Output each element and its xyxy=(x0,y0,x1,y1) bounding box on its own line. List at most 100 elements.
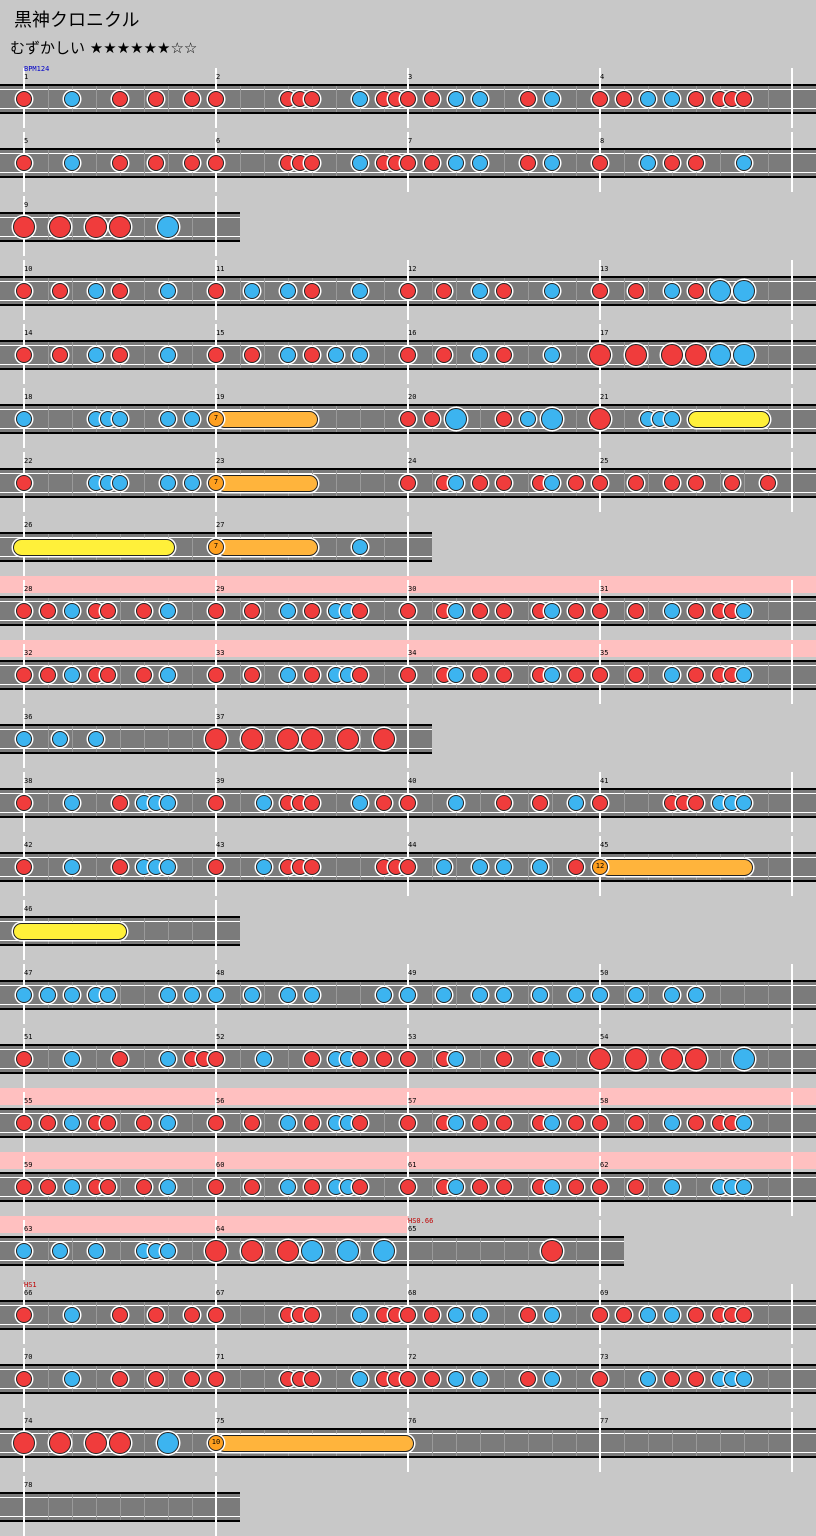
beat-line xyxy=(72,470,73,496)
beat-line xyxy=(336,406,337,432)
ka-note xyxy=(352,347,368,363)
beat-line xyxy=(576,1046,577,1072)
bar-line xyxy=(791,1348,793,1408)
beat-line xyxy=(624,1110,625,1136)
beat-line xyxy=(384,598,385,624)
beat-line xyxy=(48,1430,49,1456)
measure-number: 47 xyxy=(24,969,33,977)
beat-line xyxy=(144,1046,145,1072)
ka-note xyxy=(64,155,80,171)
measure-number: 50 xyxy=(600,969,609,977)
ka-note xyxy=(496,987,512,1003)
ka-note xyxy=(544,283,560,299)
bpm-marker: BPM124 xyxy=(24,65,50,73)
beat-line xyxy=(336,534,337,560)
ka-note xyxy=(448,1307,464,1323)
don-note xyxy=(400,411,416,427)
beat-line xyxy=(240,662,241,688)
beat-line xyxy=(648,598,649,624)
don-note xyxy=(400,603,416,619)
don-note xyxy=(112,1307,128,1323)
don-note xyxy=(688,1371,704,1387)
beat-line xyxy=(720,470,721,496)
beat-line xyxy=(768,1110,769,1136)
ka-note xyxy=(472,91,488,107)
chart-row: 74 75 76 77 10 xyxy=(0,1408,816,1472)
measure-number: 53 xyxy=(408,1033,417,1041)
ka-note xyxy=(160,987,176,1003)
don-note xyxy=(568,603,584,619)
measure-number: 75 xyxy=(216,1417,225,1425)
don-note xyxy=(400,667,416,683)
ka-note xyxy=(472,1371,488,1387)
beat-line xyxy=(432,854,433,880)
ka-note xyxy=(448,1371,464,1387)
don-note xyxy=(688,155,704,171)
beat-line xyxy=(432,1110,433,1136)
beat-line xyxy=(720,982,721,1008)
beat-line xyxy=(144,1302,145,1328)
beat-line xyxy=(72,342,73,368)
measure-number: 23 xyxy=(216,457,225,465)
don-note xyxy=(304,667,320,683)
measure-number: 31 xyxy=(600,585,609,593)
beat-line xyxy=(144,1366,145,1392)
don-note xyxy=(208,91,224,107)
ka-note xyxy=(160,795,176,811)
beat-line xyxy=(624,982,625,1008)
ka-note xyxy=(280,1115,296,1131)
ka-note xyxy=(352,91,368,107)
measure-number: 25 xyxy=(600,457,609,465)
bar-line xyxy=(215,900,217,960)
don-note xyxy=(496,795,512,811)
don-note-big xyxy=(301,728,323,750)
don-note xyxy=(352,603,368,619)
don-note xyxy=(592,155,608,171)
ka-note xyxy=(16,1243,32,1259)
ka-note xyxy=(208,987,224,1003)
beat-line xyxy=(624,598,625,624)
beat-line xyxy=(576,150,577,176)
ka-note xyxy=(16,731,32,747)
measure-number: 60 xyxy=(216,1161,225,1169)
beat-line xyxy=(72,406,73,432)
measure-number: 76 xyxy=(408,1417,417,1425)
beat-line xyxy=(120,1494,121,1520)
ka-note xyxy=(664,1179,680,1195)
don-note xyxy=(184,1307,200,1323)
ka-note xyxy=(472,155,488,171)
beat-line xyxy=(576,406,577,432)
don-note xyxy=(100,1115,116,1131)
don-note xyxy=(40,1115,56,1131)
don-note xyxy=(16,667,32,683)
beat-line xyxy=(384,278,385,304)
don-note xyxy=(208,1371,224,1387)
beat-line xyxy=(528,470,529,496)
ka-note xyxy=(448,1179,464,1195)
don-note xyxy=(592,1307,608,1323)
beat-line xyxy=(744,1430,745,1456)
don-note xyxy=(304,1371,320,1387)
balloon-note xyxy=(600,858,753,876)
don-note xyxy=(304,603,320,619)
beat-line xyxy=(720,1046,721,1072)
ka-note xyxy=(160,1243,176,1259)
beat-line xyxy=(48,342,49,368)
beat-line xyxy=(192,214,193,240)
ka-note xyxy=(280,1179,296,1195)
don-note-big xyxy=(241,1240,263,1262)
don-note xyxy=(688,667,704,683)
drumroll-note xyxy=(13,922,127,940)
beat-line xyxy=(624,342,625,368)
beat-line xyxy=(432,342,433,368)
don-note xyxy=(244,667,260,683)
beat-line xyxy=(240,1174,241,1200)
ka-note xyxy=(52,1243,68,1259)
ka-note xyxy=(544,347,560,363)
beat-line xyxy=(768,1174,769,1200)
don-note xyxy=(496,603,512,619)
beat-line xyxy=(480,406,481,432)
don-note xyxy=(628,475,644,491)
beat-line xyxy=(192,598,193,624)
ka-note xyxy=(472,347,488,363)
